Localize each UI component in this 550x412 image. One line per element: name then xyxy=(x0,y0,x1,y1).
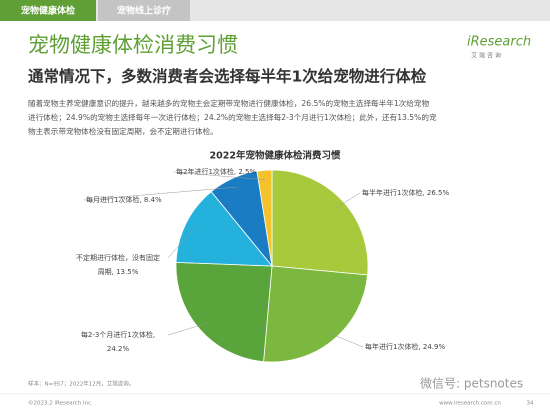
copyright: ©2023.2 iResearch Inc. xyxy=(28,400,93,407)
paragraph: 随着宠物主养宠健康意识的提升，越来越多的宠物主会定期带宠物进行健康体检，26.5… xyxy=(28,98,437,136)
logo-sub: 艾 瑞 咨 询 xyxy=(471,52,501,60)
slide-title: 宠物健康体检消费习惯 xyxy=(28,33,238,57)
pie-slice xyxy=(175,261,273,363)
data-label: 每2-3个月进行1次体检, xyxy=(81,330,155,339)
tab xyxy=(98,0,190,21)
pie-slice xyxy=(263,265,369,363)
paragraph-line: 进行体检；24.9%的宠物主选择每年一次进行体检；24.2%的宠物主选择每2-3… xyxy=(28,112,437,122)
leader-line xyxy=(173,171,266,181)
watermark: 微信号: petsnotes xyxy=(420,377,523,391)
data-label: 每月进行1次体检, 8.4% xyxy=(86,195,162,204)
data-label: 每2年进行1次体检, 2.5% xyxy=(176,167,256,176)
pie: 每半年进行1次体检, 26.5% 每年进行1次体检, 24.9% 每2-3个月进行1… xyxy=(76,167,449,363)
pie-slice xyxy=(271,169,369,276)
pie-slice xyxy=(175,191,273,267)
source: 样本：N=957；2022年12月，艾瑞咨询。 xyxy=(28,380,134,388)
leader-line xyxy=(167,322,208,336)
logo: iResearch xyxy=(467,35,531,50)
data-label: 24.2% xyxy=(107,345,130,353)
paragraph-line: 随着宠物主养宠健康意识的提升，越来越多的宠物主会定期带宠物进行健康体检，26.5… xyxy=(28,98,429,108)
tab-label: 宠物线上诊疗 xyxy=(117,5,171,17)
data-label: 每半年进行1次体检, 26.5% xyxy=(362,188,449,197)
data-label: 不定期进行体检，没有固定 xyxy=(76,253,160,262)
tab-label: 宠物健康体检 xyxy=(21,5,75,17)
data-label: 周期, 13.5% xyxy=(98,268,139,276)
page-number: 34 xyxy=(527,401,534,407)
tab-active xyxy=(0,0,96,21)
leader-line xyxy=(167,227,195,259)
website: www.iresearch.com.cn xyxy=(439,401,501,407)
pie-slice xyxy=(256,169,273,267)
leader-line xyxy=(83,186,237,201)
subtitle: 通常情况下，多数消费者会选择每半年1次给宠物进行体检 xyxy=(28,67,427,86)
chart-title: 2022年宠物健康体检消费习惯 xyxy=(210,150,341,162)
leader-line xyxy=(335,192,361,209)
paragraph-line: 物主表示带宠物体检没有固定周期，会不定期进行体检。 xyxy=(28,126,218,136)
data-label: 每年进行1次体检, 24.9% xyxy=(365,342,445,351)
leader-line xyxy=(327,332,364,348)
